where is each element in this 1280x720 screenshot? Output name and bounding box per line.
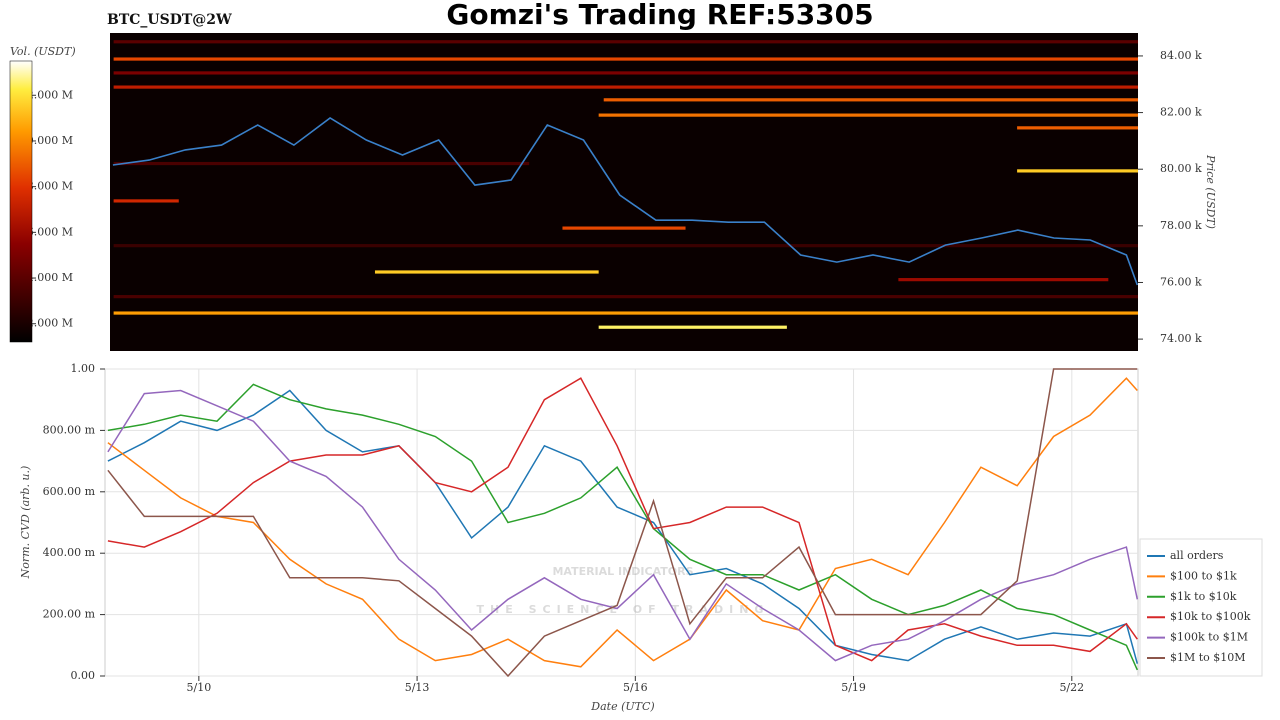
plot-area <box>104 368 1139 677</box>
y-tick-label: 76.00 k <box>1160 275 1202 288</box>
series-line <box>107 377 1138 662</box>
legend <box>1139 538 1263 677</box>
legend-label: $1M to $10M <box>1170 651 1246 664</box>
liquidity-level <box>113 199 179 203</box>
liquidity-level <box>113 295 1138 299</box>
colorbar-label: Vol. (USDT) <box>10 45 76 58</box>
colorbar <box>9 60 33 343</box>
liquidity-level <box>1017 169 1138 173</box>
legend-label: $1k to $10k <box>1170 590 1237 603</box>
colorbar-tick-label: 4.000 M <box>27 271 73 284</box>
y-axis-label: Norm. CVD (arb. u.) <box>19 466 32 580</box>
y-tick-label: 400.00 m <box>43 546 96 559</box>
liquidity-level <box>598 325 787 329</box>
y-tick-label: 1.00 <box>71 362 96 375</box>
y-tick-label: 74.00 k <box>1160 332 1202 345</box>
liquidity-level <box>898 278 1109 282</box>
legend-label: $10k to $100k <box>1170 610 1251 623</box>
series-line <box>107 368 1138 678</box>
y-tick-label: 82.00 k <box>1160 106 1202 119</box>
legend-label: $100k to $1M <box>1170 631 1248 644</box>
liquidity-level <box>113 71 1138 75</box>
heatmap-background <box>110 33 1138 351</box>
liquidity-level <box>598 113 1138 117</box>
y-tick-label: 80.00 k <box>1160 162 1202 175</box>
y-axis-label: Price (USDT) <box>1204 154 1217 229</box>
legend-label: all orders <box>1170 549 1224 562</box>
y-tick-label: 0.00 <box>71 669 96 682</box>
liquidity-level <box>113 311 1138 315</box>
x-tick-label: 5/22 <box>1059 681 1084 694</box>
colorbar-tick-label: 8.000 M <box>27 180 73 193</box>
liquidity-level <box>113 244 1138 248</box>
x-tick-label: 5/16 <box>623 681 648 694</box>
liquidity-level <box>113 161 530 166</box>
y-tick-label: 78.00 k <box>1160 219 1202 232</box>
watermark-text: MATERIAL INDICATORS <box>552 565 693 578</box>
liquidity-level <box>603 98 1138 102</box>
y-tick-label: 200.00 m <box>43 608 96 621</box>
liquidity-level <box>113 57 1138 61</box>
liquidity-level <box>113 40 1138 44</box>
y-tick-label: 84.00 k <box>1160 49 1202 62</box>
y-tick-label: 800.00 m <box>43 423 96 436</box>
heatmap-title: BTC_USDT@2W <box>107 12 232 28</box>
liquidity-level <box>562 226 686 230</box>
series-line <box>107 389 1139 662</box>
price-line <box>112 117 1139 286</box>
colorbar-tick-label: 2.000 M <box>27 317 73 330</box>
x-tick-label: 5/19 <box>841 681 866 694</box>
liquidity-level <box>1017 126 1138 130</box>
x-tick-label: 5/10 <box>186 681 211 694</box>
series-line <box>107 383 1138 671</box>
series-line <box>107 389 1139 664</box>
watermark: MATERIAL INDICATORS THE SCIENCE OF TRADI… <box>477 565 770 616</box>
colorbar-tick-label: 10.000 M <box>20 134 73 147</box>
watermark-tagline: THE SCIENCE OF TRADING <box>477 603 770 616</box>
x-axis-label: Date (UTC) <box>590 700 654 713</box>
liquidity-level <box>374 270 599 274</box>
x-tick-label: 5/13 <box>405 681 430 694</box>
series-line <box>107 377 1138 668</box>
page-title: Gomzi's Trading REF:53305 <box>446 0 873 31</box>
colorbar-tick-label: 6.000 M <box>27 225 73 238</box>
liquidity-level <box>113 85 1138 89</box>
legend-label: $100 to $1k <box>1170 569 1237 582</box>
colorbar-tick-label: 12.000 M <box>20 88 73 101</box>
y-tick-label: 600.00 m <box>43 485 96 498</box>
